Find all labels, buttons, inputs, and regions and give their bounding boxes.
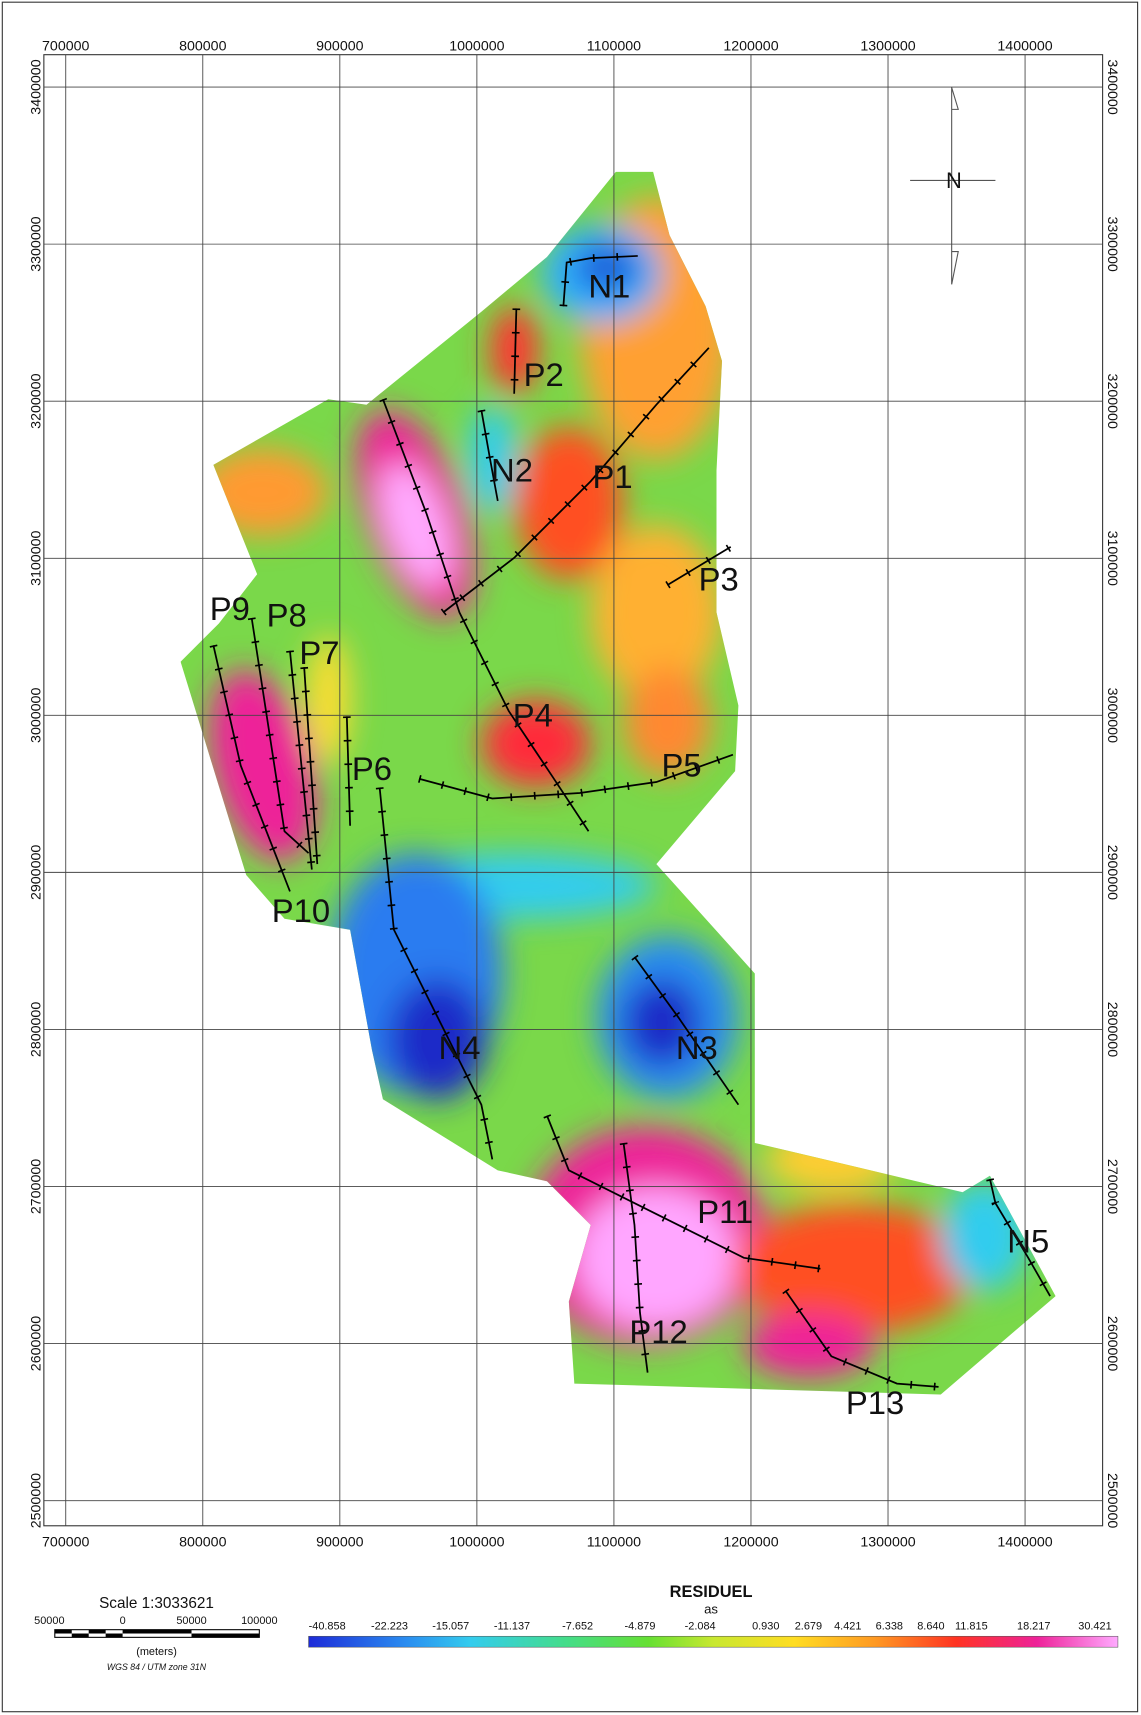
structure-label: P12	[629, 1313, 687, 1350]
y-tick-label: 3100000	[29, 531, 45, 586]
x-tick-label: 1000000	[449, 1535, 504, 1551]
structure-label: P6	[352, 750, 392, 787]
projection: WGS 84 / UTM zone 31N	[107, 1662, 207, 1672]
y-tick-label: 2500000	[1104, 1473, 1120, 1528]
color-bar	[309, 1636, 1118, 1647]
y-tick-label: 2800000	[1104, 1002, 1120, 1057]
color-legend: RESIDUEL as -40.858 -22.223 -15.057 -11.137…	[309, 1583, 1118, 1647]
scale-bar	[123, 1630, 192, 1634]
scale-label: 50000	[34, 1615, 64, 1627]
y-tick-label: 3000000	[29, 688, 45, 743]
legend-label: 0.930	[752, 1621, 779, 1633]
legend-label: -40.858	[309, 1621, 346, 1633]
legend-label: 30.421	[1078, 1621, 1111, 1633]
scale-unit: (meters)	[136, 1646, 177, 1658]
structure-label: P7	[299, 634, 339, 671]
scale-label: 0	[120, 1615, 126, 1627]
scale-title: Scale 1:3033621	[99, 1595, 214, 1612]
y-tick-label: 2600000	[29, 1316, 45, 1371]
legend-label: 18.217	[1017, 1621, 1050, 1633]
structure-label: P13	[846, 1384, 904, 1421]
legend-label: 6.338	[876, 1621, 903, 1633]
y-tick-label: 3400000	[29, 59, 45, 114]
y-tick-label: 2500000	[29, 1473, 45, 1528]
structure-label: N5	[1007, 1222, 1049, 1259]
legend-label: 2.679	[795, 1621, 822, 1633]
legend-label: -2.084	[685, 1621, 716, 1633]
y-tick-label: 3400000	[1104, 59, 1120, 114]
y-tick-label: 2900000	[1104, 845, 1120, 900]
y-tick-label: 3300000	[1104, 216, 1120, 271]
x-tick-label: 800000	[179, 38, 226, 54]
structure-label: P10	[272, 892, 330, 929]
y-tick-label: 3200000	[29, 373, 45, 428]
legend-label: -22.223	[371, 1621, 408, 1633]
legend-unit: as	[704, 1601, 718, 1616]
structure-label: P11	[697, 1193, 753, 1230]
legend-label: 4.421	[834, 1621, 861, 1633]
x-tick-label: 1400000	[997, 1535, 1052, 1551]
scale-bar	[89, 1630, 106, 1634]
y-tick-label: 3000000	[1104, 688, 1120, 743]
x-tick-label: 1400000	[997, 38, 1052, 54]
y-tick-label: 3100000	[1104, 531, 1120, 586]
legend-title: RESIDUEL	[670, 1583, 753, 1601]
structure-label: P2	[524, 356, 564, 393]
legend-label: -15.057	[432, 1621, 469, 1633]
legend-label: -7.652	[562, 1621, 593, 1633]
y-tick-label: 2600000	[1104, 1316, 1120, 1371]
y-tick-label: 2700000	[29, 1159, 45, 1214]
x-tick-label: 800000	[179, 1535, 226, 1551]
scale-label: 50000	[176, 1615, 206, 1627]
structure-label: N2	[491, 451, 533, 488]
x-tick-label: 700000	[42, 1535, 89, 1551]
scale-bar	[192, 1634, 260, 1638]
structure-label: P8	[267, 597, 307, 634]
x-tick-label: 700000	[42, 38, 89, 54]
structure-label: N3	[676, 1029, 718, 1066]
legend-label: -4.879	[624, 1621, 655, 1633]
y-tick-label: 2800000	[29, 1002, 45, 1057]
scale-bar	[55, 1630, 72, 1634]
scale-bar	[106, 1634, 123, 1638]
legend-label: 11.815	[955, 1621, 988, 1633]
y-tick-label: 3300000	[29, 216, 45, 271]
scale-block: Scale 1:3033621 50000 0 50000 100000 (me…	[34, 1595, 277, 1672]
structure-label: P9	[210, 590, 250, 627]
structure-label: N1	[588, 268, 630, 305]
structure-label: P3	[699, 561, 739, 598]
legend-label: 8.640	[917, 1621, 944, 1633]
x-tick-label: 1300000	[860, 1535, 915, 1551]
x-tick-label: 1200000	[723, 1535, 778, 1551]
x-tick-label: 1000000	[449, 38, 504, 54]
svg-text:N: N	[946, 168, 962, 193]
structure-label: P1	[593, 458, 633, 495]
y-tick-label: 3200000	[1104, 374, 1120, 429]
y-tick-label: 2900000	[29, 845, 45, 900]
structure-label: P5	[661, 747, 701, 784]
x-tick-label: 1100000	[587, 1535, 641, 1551]
x-tick-label: 1100000	[587, 38, 641, 54]
scale-bar	[72, 1634, 89, 1638]
scale-label: 100000	[241, 1615, 277, 1627]
y-tick-label: 2700000	[1104, 1159, 1120, 1214]
structure-label: N4	[439, 1029, 481, 1066]
map-page: N 700000 700000 800000 800000 900000 900000 10…	[0, 0, 1141, 1715]
structure-label: P4	[513, 696, 553, 733]
x-tick-label: 1200000	[723, 38, 778, 54]
x-tick-label: 900000	[316, 1535, 363, 1551]
x-tick-label: 1300000	[860, 38, 915, 54]
x-tick-label: 900000	[316, 38, 363, 54]
legend-label: -11.137	[494, 1621, 530, 1633]
